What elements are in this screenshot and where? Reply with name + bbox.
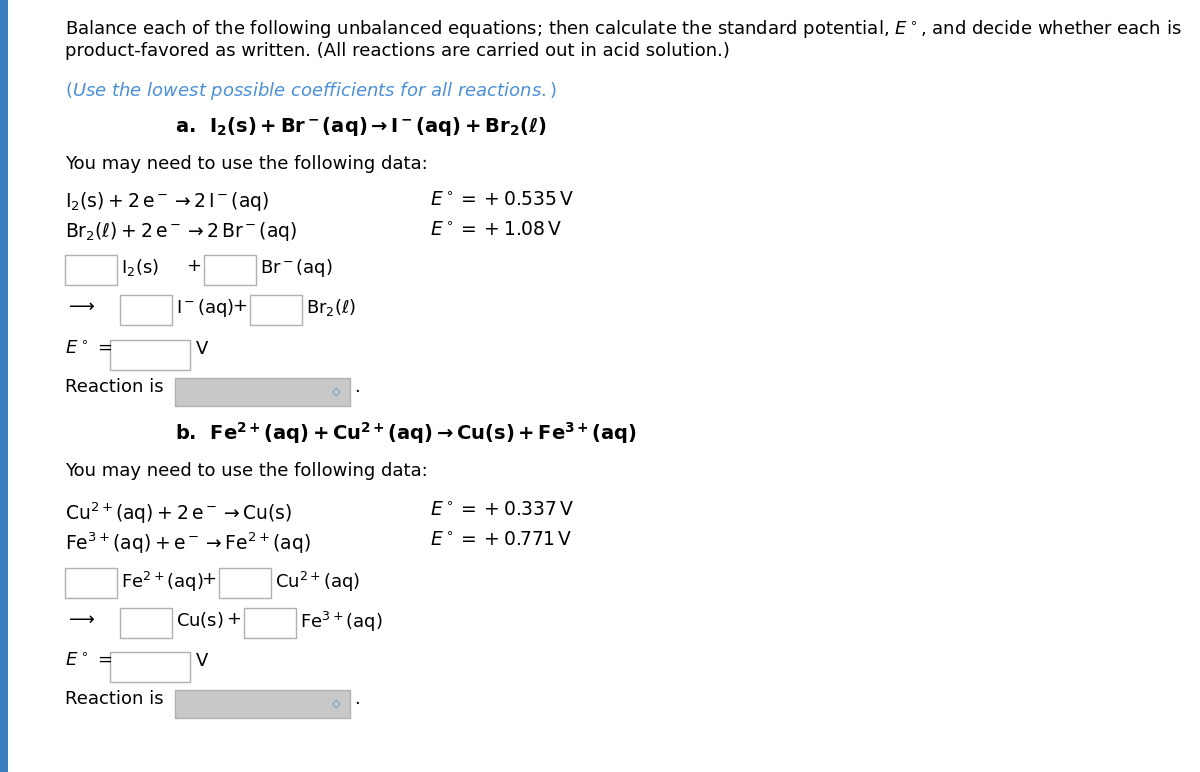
Text: $\mathrm{I^-(aq)}$: $\mathrm{I^-(aq)}$ bbox=[176, 297, 234, 319]
Text: $E^\circ = +0.535\,\mathrm{V}$: $E^\circ = +0.535\,\mathrm{V}$ bbox=[430, 190, 575, 209]
Text: $\mathrm{I_2(s) + 2\,e^- \rightarrow 2\,I^-(aq)}$: $\mathrm{I_2(s) + 2\,e^- \rightarrow 2\,… bbox=[65, 190, 269, 213]
Text: a.  $\mathbf{I_2(s) + Br^-(aq) \rightarrow I^-(aq) + Br_2(\ell)}$: a. $\mathbf{I_2(s) + Br^-(aq) \rightarro… bbox=[175, 115, 546, 138]
Text: $E^\circ\, =$: $E^\circ\, =$ bbox=[65, 340, 113, 358]
Text: $\longrightarrow$: $\longrightarrow$ bbox=[65, 610, 95, 628]
Bar bbox=[110, 340, 190, 370]
Text: $E^\circ\, =$: $E^\circ\, =$ bbox=[65, 652, 113, 670]
Text: You may need to use the following data:: You may need to use the following data: bbox=[65, 155, 427, 173]
Text: $\mathrm{Cu^{2+}(aq)}$: $\mathrm{Cu^{2+}(aq)}$ bbox=[275, 570, 360, 594]
Text: $E^\circ = +1.08\,\mathrm{V}$: $E^\circ = +1.08\,\mathrm{V}$ bbox=[430, 220, 563, 239]
Text: +: + bbox=[202, 570, 216, 588]
Text: $E^\circ = +0.337\,\mathrm{V}$: $E^\circ = +0.337\,\mathrm{V}$ bbox=[430, 500, 575, 519]
Text: Reaction is: Reaction is bbox=[65, 378, 163, 396]
Text: $E^\circ = +0.771\,\mathrm{V}$: $E^\circ = +0.771\,\mathrm{V}$ bbox=[430, 530, 572, 549]
Text: $\mathrm{Fe^{3+}(aq) + e^- \rightarrow Fe^{2+}(aq)}$: $\mathrm{Fe^{3+}(aq) + e^- \rightarrow F… bbox=[65, 530, 311, 556]
Text: +: + bbox=[186, 257, 202, 275]
Bar bbox=[120, 608, 172, 638]
Text: $\mathrm{Br^-(aq)}$: $\mathrm{Br^-(aq)}$ bbox=[260, 257, 332, 279]
Text: You may need to use the following data:: You may need to use the following data: bbox=[65, 462, 427, 480]
Text: +: + bbox=[226, 610, 241, 628]
Bar bbox=[175, 690, 350, 718]
Bar bbox=[0, 0, 8, 772]
Text: ◇: ◇ bbox=[331, 387, 341, 397]
Bar bbox=[204, 255, 256, 285]
Bar bbox=[120, 295, 172, 325]
Text: $\mathrm{Fe^{2+}(aq)}$: $\mathrm{Fe^{2+}(aq)}$ bbox=[121, 570, 204, 594]
Bar bbox=[220, 568, 271, 598]
Text: product-favored as written. (All reactions are carried out in acid solution.): product-favored as written. (All reactio… bbox=[65, 42, 730, 60]
Text: ◇: ◇ bbox=[331, 699, 341, 709]
Text: $\mathrm{Br_2(\ell) + 2\,e^- \rightarrow 2\,Br^-(aq)}$: $\mathrm{Br_2(\ell) + 2\,e^- \rightarrow… bbox=[65, 220, 298, 243]
Text: .: . bbox=[354, 378, 360, 396]
Bar bbox=[244, 608, 296, 638]
Bar bbox=[175, 378, 350, 406]
Text: .: . bbox=[354, 690, 360, 708]
Text: $\longrightarrow$: $\longrightarrow$ bbox=[65, 297, 95, 315]
Bar bbox=[65, 568, 118, 598]
Text: $\mathrm{Cu(s)}$: $\mathrm{Cu(s)}$ bbox=[176, 610, 224, 630]
Text: $\mathrm{Br_2(\ell)}$: $\mathrm{Br_2(\ell)}$ bbox=[306, 297, 356, 318]
Text: $\mathit{(Use\ the\ lowest\ possible\ coefficients\ for\ all\ reactions.)}$: $\mathit{(Use\ the\ lowest\ possible\ co… bbox=[65, 80, 557, 102]
Text: Reaction is: Reaction is bbox=[65, 690, 163, 708]
Text: $\mathrm{I_2(s)}$: $\mathrm{I_2(s)}$ bbox=[121, 257, 158, 278]
Text: Balance each of the following unbalanced equations; then calculate the standard : Balance each of the following unbalanced… bbox=[65, 18, 1182, 40]
Bar bbox=[250, 295, 302, 325]
Text: V: V bbox=[196, 340, 209, 358]
Text: $\mathrm{Cu^{2+}(aq) + 2\,e^- \rightarrow Cu(s)}$: $\mathrm{Cu^{2+}(aq) + 2\,e^- \rightarro… bbox=[65, 500, 293, 526]
Bar bbox=[110, 652, 190, 682]
Bar bbox=[65, 255, 118, 285]
Text: b.  $\mathbf{Fe^{2+}(aq) + Cu^{2+}(aq) \rightarrow Cu(s) + Fe^{3+}(aq)}$: b. $\mathbf{Fe^{2+}(aq) + Cu^{2+}(aq) \r… bbox=[175, 420, 637, 446]
Text: V: V bbox=[196, 652, 209, 670]
Text: +: + bbox=[232, 297, 247, 315]
Text: $\mathrm{Fe^{3+}(aq)}$: $\mathrm{Fe^{3+}(aq)}$ bbox=[300, 610, 383, 634]
